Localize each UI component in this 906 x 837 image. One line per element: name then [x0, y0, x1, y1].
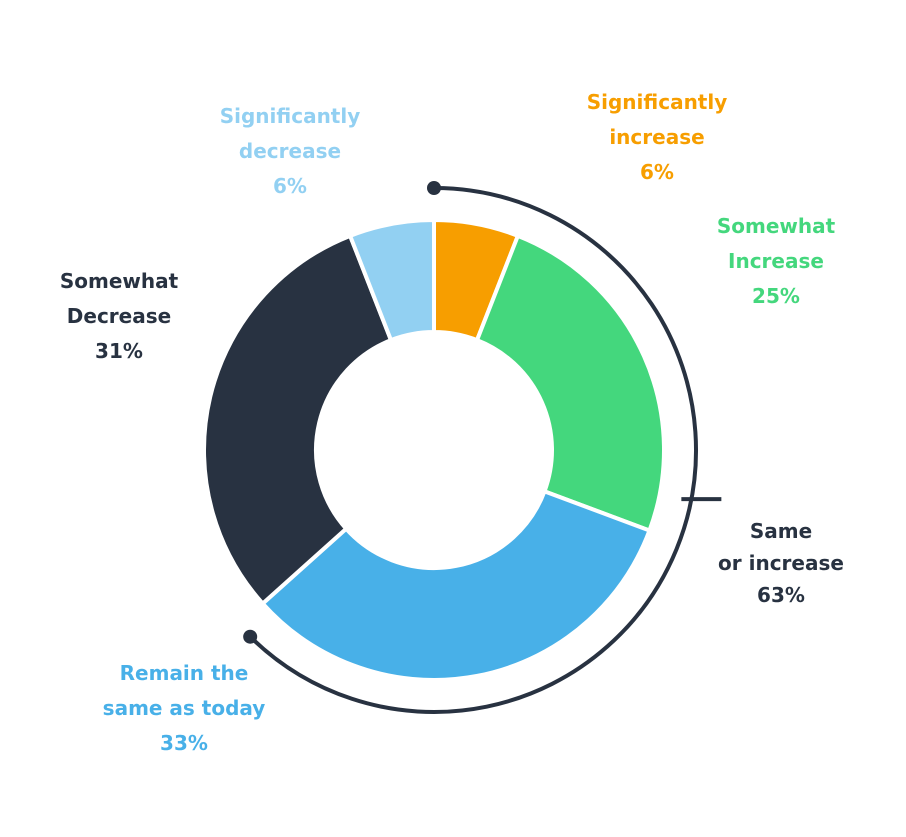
category-label: Significantly decrease — [219, 104, 361, 163]
annotation-text: Same or increase — [718, 519, 844, 575]
donut-segment — [347, 217, 436, 343]
segment-label: Remain the same as today 33% — [103, 656, 266, 761]
annotation-bracket — [248, 186, 698, 714]
category-label: Significantly increase — [586, 90, 728, 149]
value-label: 6% — [640, 160, 674, 184]
donut-segment — [474, 233, 666, 534]
segment-label: Significantly decrease 6% — [220, 99, 361, 204]
annotation-dot — [427, 181, 441, 195]
annotation-label: Same or increase 63% — [718, 515, 844, 611]
donut-segment — [259, 488, 653, 682]
annotation-value: 63% — [757, 583, 805, 607]
value-label: 33% — [160, 731, 208, 755]
category-label: Somewhat Increase — [716, 214, 836, 273]
value-label: 6% — [273, 174, 307, 198]
annotation-dot — [243, 629, 258, 644]
value-label: 31% — [95, 339, 143, 363]
segment-label: Somewhat Increase 25% — [717, 209, 835, 314]
donut-segment — [202, 233, 394, 607]
segment-label: Significantly increase 6% — [587, 85, 728, 190]
segment-label: Somewhat Decrease 31% — [60, 264, 178, 369]
category-label: Remain the same as today — [102, 661, 266, 720]
category-label: Somewhat Decrease — [59, 269, 179, 328]
value-label: 25% — [752, 284, 800, 308]
